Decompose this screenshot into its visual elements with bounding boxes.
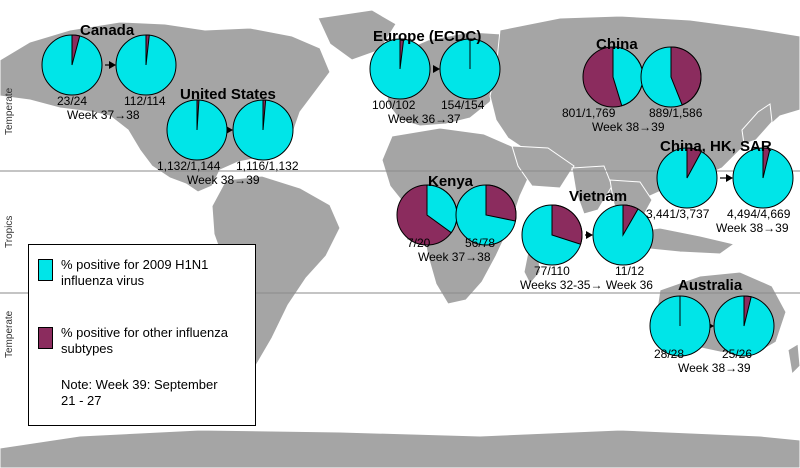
region-title-china: China — [596, 36, 638, 53]
pie-charts — [41, 34, 794, 357]
pie-value-china-1: 801/1,769 — [562, 106, 616, 120]
legend-label-h1n1: % positive for 2009 H1N1 influenza virus — [61, 257, 209, 288]
region-period-europe-ecdc: Week 36→37 — [388, 112, 461, 126]
region-period-china: Week 38→39 — [592, 120, 665, 134]
pie-value-canada-1: 23/24 — [57, 94, 88, 108]
arabia — [511, 145, 575, 189]
pie-kenya-1 — [396, 184, 458, 246]
legend-label-other: % positive for other influenza subtypes — [61, 325, 228, 356]
zone-label-temperate-south: Temperate — [4, 310, 15, 358]
pie-value-vietnam-2: 11/12 — [615, 264, 645, 278]
pie-minor-slice — [196, 99, 200, 131]
region-title-vietnam: Vietnam — [569, 188, 628, 205]
arrow-europe-ecdc — [433, 65, 440, 73]
pie-minor-slice — [686, 147, 703, 179]
pie-minor-slice — [426, 184, 458, 234]
pie-value-europe-ecdc-2: 154/154 — [441, 98, 485, 112]
pie-china-1 — [582, 46, 644, 108]
pie-value-vietnam-1: 77/110 — [534, 264, 570, 278]
region-period-united-states: Week 38→39 — [187, 173, 260, 187]
pie-value-kenya-1: 7/20 — [407, 236, 431, 250]
pie-minor-slice — [622, 204, 639, 237]
pie-minor-slice — [145, 34, 150, 66]
pie-value-china-2: 889/1,586 — [649, 106, 703, 120]
pie-value-kenya-2: 56/78 — [465, 236, 496, 250]
region-title-canada: Canada — [80, 22, 135, 39]
region-period-canada: Week 37→38 — [67, 108, 140, 122]
zone-label-tropics: Tropics — [4, 215, 15, 248]
pie-canada-2 — [115, 34, 177, 96]
pie-vietnam-2 — [592, 204, 654, 266]
legend-swatch-other — [38, 327, 53, 349]
pie-europe-ecdc-2 — [439, 38, 501, 100]
pie-china-hk-sar-1 — [656, 147, 718, 209]
pie-value-united-states-2: 1,116/1,132 — [236, 159, 299, 173]
arrow-china-hk-sar — [720, 174, 733, 182]
pie-vietnam-1 — [521, 204, 583, 266]
pie-minor-slice — [551, 204, 583, 245]
pie-minor-slice — [762, 147, 771, 179]
pie-minor-slice — [670, 46, 702, 106]
legend: % positive for 2009 H1N1 influenza virus… — [28, 244, 256, 426]
antarctica — [0, 429, 800, 468]
pie-canada-1 — [41, 34, 103, 96]
legend-swatch-h1n1 — [38, 259, 53, 281]
pie-europe-ecdc-1 — [369, 38, 431, 100]
pie-value-china-hk-sar-1: 3,441/3,737 — [646, 207, 710, 221]
pie-china-hk-sar-2 — [732, 147, 794, 209]
pie-minor-slice — [485, 184, 517, 222]
pie-kenya-2 — [455, 184, 517, 246]
pie-value-united-states-1: 1,132/1,144 — [157, 159, 221, 173]
region-title-china-hk-sar: China, HK, SAR — [660, 138, 772, 155]
india — [571, 165, 613, 215]
region-period-kenya: Week 37→38 — [418, 250, 491, 264]
pie-value-australia-1: 28/28 — [654, 347, 685, 361]
pie-australia-2 — [713, 295, 775, 357]
region-period-vietnam: Weeks 32-35→ Week 36 — [520, 278, 653, 292]
new-zealand — [787, 343, 800, 376]
pie-value-canada-2: 112/114 — [124, 94, 166, 108]
pie-united-states-1 — [166, 99, 228, 161]
pie-minor-slice — [743, 295, 752, 327]
arrow-united-states — [226, 126, 233, 134]
arrow-canada — [105, 61, 116, 69]
legend-note: Note: Week 39: September 21 - 27 — [61, 377, 218, 408]
pie-minor-slice — [399, 38, 405, 70]
pie-united-states-2 — [232, 99, 294, 161]
pie-china-2 — [640, 46, 702, 108]
pie-minor-slice — [71, 34, 81, 66]
japan — [741, 103, 773, 145]
pie-value-china-hk-sar-2: 4,494/4,669 — [727, 207, 791, 221]
region-title-australia: Australia — [678, 277, 743, 294]
pie-value-australia-2: 25/26 — [722, 347, 753, 361]
region-title-europe-ecdc: Europe (ECDC) — [373, 28, 482, 45]
pie-australia-1 — [649, 295, 711, 357]
region-period-australia: Week 38→39 — [678, 361, 751, 375]
pie-value-europe-ecdc-1: 100/102 — [372, 98, 416, 112]
region-period-china-hk-sar: Week 38→39 — [716, 221, 789, 235]
zone-label-temperate-north: Temperate — [4, 87, 15, 135]
region-title-united-states: United States — [180, 86, 276, 103]
arrow-vietnam — [585, 231, 593, 239]
pie-minor-slice — [262, 99, 267, 131]
region-title-kenya: Kenya — [428, 173, 474, 190]
